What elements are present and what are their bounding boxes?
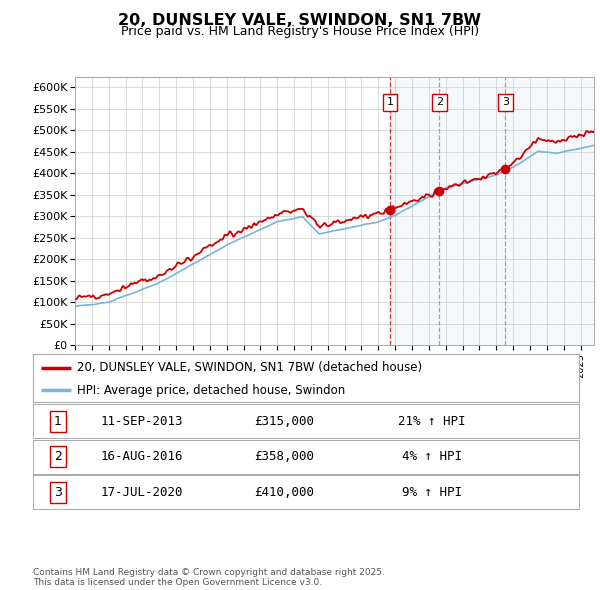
Text: Price paid vs. HM Land Registry's House Price Index (HPI): Price paid vs. HM Land Registry's House … <box>121 25 479 38</box>
Text: 9% ↑ HPI: 9% ↑ HPI <box>401 486 461 499</box>
Text: £315,000: £315,000 <box>254 415 314 428</box>
Text: 20, DUNSLEY VALE, SWINDON, SN1 7BW: 20, DUNSLEY VALE, SWINDON, SN1 7BW <box>119 13 482 28</box>
Text: 21% ↑ HPI: 21% ↑ HPI <box>398 415 466 428</box>
Text: 4% ↑ HPI: 4% ↑ HPI <box>401 450 461 463</box>
Text: 16-AUG-2016: 16-AUG-2016 <box>101 450 184 463</box>
Text: 2: 2 <box>53 450 62 463</box>
Bar <box>390 77 594 345</box>
Text: 3: 3 <box>53 486 62 499</box>
Text: 1: 1 <box>53 415 62 428</box>
Text: 11-SEP-2013: 11-SEP-2013 <box>101 415 184 428</box>
Text: Contains HM Land Registry data © Crown copyright and database right 2025.
This d: Contains HM Land Registry data © Crown c… <box>33 568 385 587</box>
Text: £410,000: £410,000 <box>254 486 314 499</box>
Text: HPI: Average price, detached house, Swindon: HPI: Average price, detached house, Swin… <box>77 384 345 397</box>
Text: 3: 3 <box>502 97 509 107</box>
Text: 2: 2 <box>436 97 443 107</box>
Text: £358,000: £358,000 <box>254 450 314 463</box>
Text: 20, DUNSLEY VALE, SWINDON, SN1 7BW (detached house): 20, DUNSLEY VALE, SWINDON, SN1 7BW (deta… <box>77 361 422 374</box>
Text: 17-JUL-2020: 17-JUL-2020 <box>101 486 184 499</box>
Text: 1: 1 <box>386 97 394 107</box>
